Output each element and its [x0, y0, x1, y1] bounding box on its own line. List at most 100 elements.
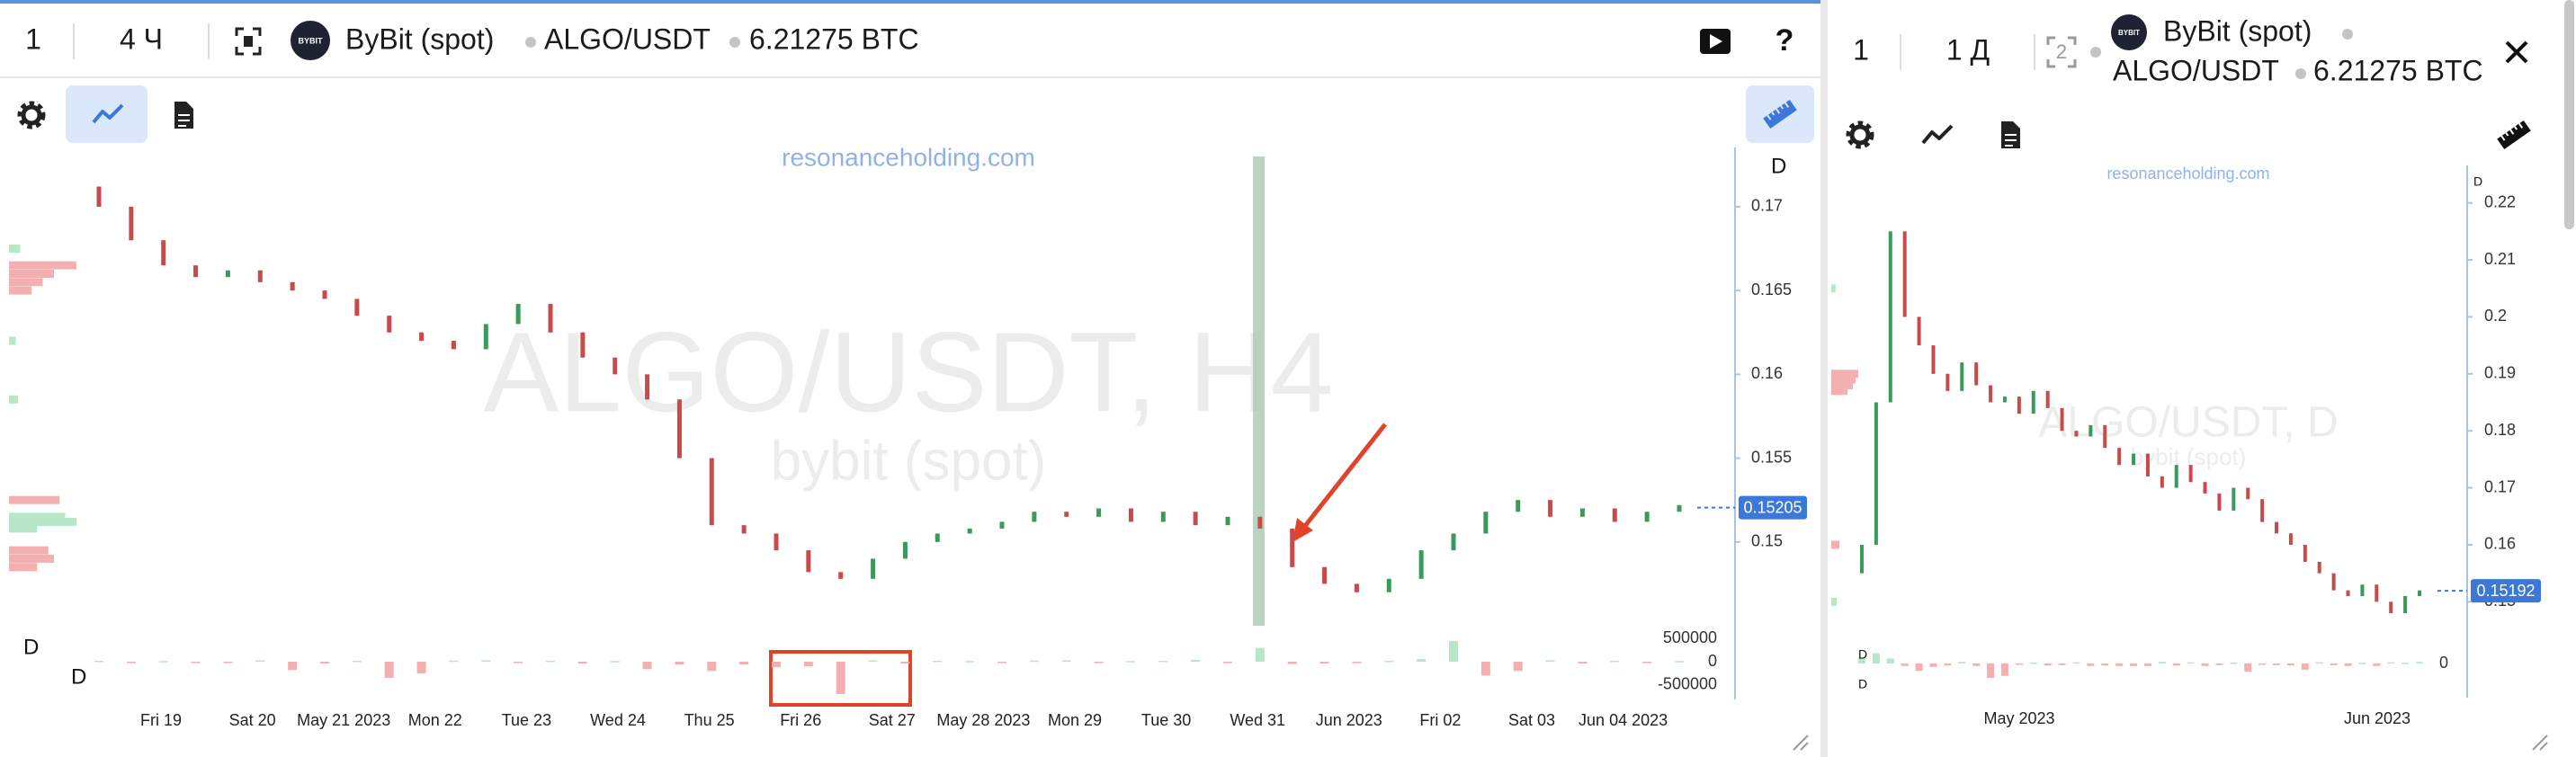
- balance: 6.21275 BTC: [749, 22, 919, 55]
- volume-bar: [2201, 663, 2209, 666]
- volume-bar: [191, 662, 201, 663]
- volume-bar: [2373, 663, 2381, 666]
- candle-body: [2389, 601, 2393, 613]
- notes-button[interactable]: [174, 102, 193, 129]
- candle-body: [1960, 362, 1964, 391]
- candle-body: [322, 290, 327, 299]
- site-watermark: resonanceholding.com: [782, 143, 1035, 171]
- volume-bar: [2130, 663, 2138, 666]
- profile-bar: [9, 524, 38, 533]
- volume-bar: [2301, 663, 2309, 670]
- volume-bar: [1480, 662, 1490, 676]
- ruler-button[interactable]: [2497, 120, 2531, 150]
- volume-bar: [803, 662, 813, 667]
- candle-body: [1874, 402, 1878, 545]
- candle-body: [838, 572, 844, 579]
- volume-bar: [1223, 662, 1232, 663]
- volume-bar: [1126, 661, 1136, 663]
- layout-number: 2: [2056, 40, 2067, 63]
- volume-bar: [384, 662, 394, 678]
- symbol-watermark: ALGO/USDT, D: [2038, 399, 2338, 447]
- volume-bar: [1929, 663, 1937, 667]
- scrollbar[interactable]: [2564, 0, 2574, 229]
- settings-button[interactable]: [17, 101, 46, 129]
- candle-body: [1612, 508, 1617, 522]
- x-tick-label: Mon 22: [408, 711, 462, 729]
- candle-body: [2246, 487, 2250, 500]
- candle-body: [1917, 316, 1921, 346]
- candle-body: [2031, 390, 2035, 414]
- candle-body: [2089, 424, 2093, 437]
- resize-handle[interactable]: [1793, 735, 1809, 751]
- candle-body: [709, 458, 714, 526]
- focus-icon[interactable]: [235, 27, 262, 56]
- dot: [2295, 68, 2306, 79]
- y-tick-label: 0.17: [2484, 477, 2516, 495]
- profile-bar: [9, 512, 66, 521]
- play-button[interactable]: [1700, 29, 1731, 54]
- volume-bar: [1417, 658, 1427, 662]
- volume-bar: [2402, 663, 2410, 664]
- candle-body: [2360, 584, 2365, 596]
- notes-button[interactable]: [2001, 121, 2020, 148]
- profile-bar: [1831, 380, 1853, 389]
- volume-bar: [546, 660, 555, 663]
- candle-body: [515, 304, 521, 325]
- candle-body: [2145, 453, 2150, 476]
- y-tick-label: 0.155: [1751, 448, 1792, 466]
- count[interactable]: 1: [1853, 33, 1869, 66]
- exchange[interactable]: ByBit (spot): [345, 22, 494, 55]
- volume-bar: [2286, 663, 2294, 666]
- panel-splitter[interactable]: [1820, 0, 1828, 757]
- candle-body: [2188, 465, 2193, 483]
- profile-bar: [1831, 284, 1836, 293]
- volume-bar: [997, 662, 1006, 663]
- chart-mode-button[interactable]: [1921, 124, 1954, 145]
- profile-bar: [1831, 597, 1837, 606]
- x-tick-label: Sat 20: [229, 711, 276, 729]
- y-tick-label: 0.19: [2484, 364, 2516, 382]
- settings-button[interactable]: [1846, 120, 1874, 149]
- y-tick-label: 0.17: [1751, 197, 1783, 215]
- resize-handle[interactable]: [2532, 735, 2548, 751]
- profile-bar: [1831, 375, 1856, 384]
- candle-body: [1677, 504, 1682, 512]
- pair[interactable]: ALGO/USDT: [2113, 54, 2279, 86]
- candle-body: [1322, 566, 1328, 584]
- count[interactable]: 1: [25, 22, 41, 55]
- candle-body: [96, 186, 102, 207]
- volume-bar: [2416, 662, 2423, 663]
- dot: [2090, 47, 2101, 58]
- interval[interactable]: 1 Д: [1946, 33, 1990, 66]
- exchange[interactable]: ByBit (spot): [2163, 14, 2312, 47]
- candle-body: [676, 399, 682, 459]
- pair[interactable]: ALGO/USDT: [544, 22, 711, 55]
- site-watermark: resonanceholding.com: [2106, 165, 2269, 183]
- volume-bar: [1513, 662, 1523, 672]
- profile-bar: [9, 517, 76, 526]
- exchange-watermark: bybit (spot): [2131, 443, 2247, 470]
- volume-bar: [2143, 663, 2151, 666]
- volume-bar: [707, 662, 717, 672]
- candle-body: [1644, 512, 1650, 522]
- volume-bar: [223, 662, 233, 663]
- active-border: [0, 0, 1820, 4]
- layout-icon[interactable]: [2046, 36, 2077, 68]
- profile-period-label: D: [1858, 647, 1867, 662]
- y-tick-label: 0.2: [2484, 307, 2507, 325]
- volume-bar: [2015, 663, 2023, 665]
- candle-body: [1418, 550, 1424, 579]
- volume-bar: [255, 660, 265, 662]
- candle-body: [2288, 533, 2293, 545]
- volume-bar: [675, 662, 684, 665]
- volume-bar: [1987, 663, 1995, 678]
- help-button[interactable]: ?: [1775, 23, 1794, 58]
- x-tick-label: Jun 2023: [2344, 709, 2411, 727]
- exchange-logo: [2111, 14, 2147, 50]
- volume-bar: [1675, 661, 1684, 663]
- interval[interactable]: 4 Ч: [120, 22, 163, 55]
- candle-body: [2375, 584, 2379, 602]
- candle-body: [2017, 396, 2021, 414]
- close-button[interactable]: [2505, 40, 2528, 64]
- volume-bar: [577, 662, 587, 664]
